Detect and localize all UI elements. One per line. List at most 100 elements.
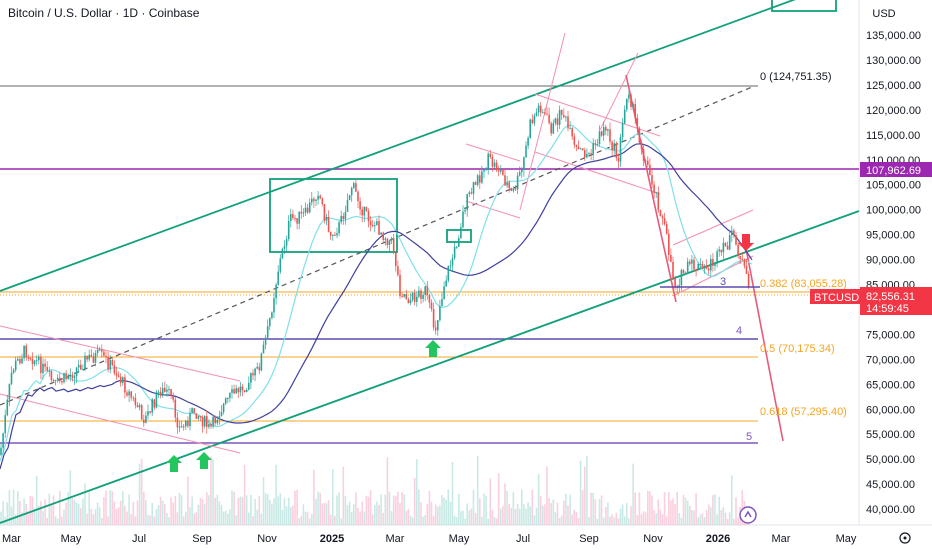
candle-body bbox=[508, 182, 510, 189]
volume-bar bbox=[346, 505, 349, 525]
volume-bar bbox=[201, 499, 204, 525]
replay-tool-icon[interactable] bbox=[739, 506, 757, 524]
candle-body bbox=[691, 259, 693, 264]
volume-bar bbox=[500, 508, 502, 525]
volume-bar bbox=[321, 503, 324, 525]
candle-body bbox=[71, 374, 74, 379]
candle-body bbox=[392, 238, 395, 253]
price-tick-label: 65,000.00 bbox=[866, 379, 915, 391]
volume-bar bbox=[329, 514, 332, 525]
volume-bar bbox=[117, 507, 120, 525]
candle-body bbox=[602, 127, 605, 136]
volume-bar bbox=[279, 493, 282, 525]
volume-bar bbox=[508, 503, 510, 525]
time-tick-label: May bbox=[836, 533, 857, 545]
volume-bar bbox=[290, 506, 292, 525]
volume-bar bbox=[285, 506, 288, 525]
volume-bar bbox=[466, 503, 468, 525]
volume-bar bbox=[623, 516, 626, 525]
candle-body bbox=[164, 387, 166, 392]
volume-bar bbox=[92, 514, 95, 525]
candle-body bbox=[411, 292, 414, 300]
volume-bar bbox=[199, 497, 202, 525]
volume-bar bbox=[716, 514, 718, 525]
volume-bar bbox=[453, 515, 456, 525]
volume-bar bbox=[703, 517, 706, 525]
volume-bar bbox=[54, 516, 57, 525]
current-price-badge: 82,556.31 14:59:45 bbox=[860, 287, 932, 315]
candle-body bbox=[571, 128, 573, 137]
time-axis[interactable]: Mar May Jul Sep Nov 2025 Mar May Jul Sep Nov 2026 Ma… bbox=[2, 533, 857, 545]
volume-bar bbox=[621, 504, 624, 525]
candle-body bbox=[565, 116, 567, 118]
candle-body bbox=[231, 389, 233, 393]
candle-body bbox=[707, 268, 710, 271]
candle-body bbox=[710, 258, 712, 271]
time-tick-label: Nov bbox=[643, 533, 663, 545]
volume-bar bbox=[611, 514, 613, 525]
candle-body bbox=[138, 405, 141, 408]
candle-body bbox=[413, 292, 416, 302]
volume-bar bbox=[617, 518, 620, 525]
volume-bar bbox=[506, 490, 508, 525]
volume-bar bbox=[636, 515, 639, 525]
candle-body bbox=[195, 413, 198, 419]
volume-bar bbox=[119, 500, 122, 525]
currency-button[interactable]: USD bbox=[872, 8, 896, 20]
volume-bar bbox=[651, 495, 653, 525]
volume-bar bbox=[369, 490, 372, 525]
volume-bar bbox=[80, 507, 82, 525]
candle-body bbox=[153, 399, 156, 408]
candle-body bbox=[380, 232, 382, 235]
candle-body bbox=[395, 252, 397, 267]
candle-body bbox=[292, 214, 294, 218]
volume-bar bbox=[50, 504, 53, 525]
green-up-arrow-icon bbox=[166, 455, 182, 472]
candle-body bbox=[187, 420, 189, 427]
price-tick-label: 95,000.00 bbox=[866, 230, 915, 242]
candle-body bbox=[155, 392, 158, 408]
time-tick-label: Nov bbox=[257, 533, 277, 545]
volume-bar bbox=[609, 516, 611, 525]
candle-body bbox=[733, 230, 735, 236]
volume-bar bbox=[735, 497, 737, 525]
candle-body bbox=[300, 211, 303, 214]
volume-bar bbox=[94, 509, 97, 525]
candle-body bbox=[701, 263, 704, 269]
candle-body bbox=[577, 146, 580, 150]
candle-body bbox=[306, 207, 309, 213]
candle-body bbox=[19, 359, 21, 364]
candle-body bbox=[296, 218, 298, 224]
volume-bar bbox=[689, 505, 691, 525]
volume-bar bbox=[598, 499, 601, 525]
candle-body bbox=[40, 356, 42, 374]
volume-bar bbox=[308, 518, 311, 525]
volume-bar bbox=[439, 505, 441, 525]
price-tick-label: 125,000.00 bbox=[866, 80, 921, 92]
time-settings-icon[interactable] bbox=[899, 532, 911, 544]
volume-bar bbox=[254, 498, 256, 525]
candle-body bbox=[243, 390, 246, 393]
candle-body bbox=[290, 214, 292, 221]
candle-body bbox=[705, 265, 708, 269]
volume-bar bbox=[737, 517, 739, 525]
candle-body bbox=[451, 258, 454, 266]
candle-body bbox=[159, 391, 162, 396]
candle-body bbox=[149, 411, 151, 413]
candle-body bbox=[61, 381, 63, 383]
volume-bar bbox=[75, 502, 78, 525]
time-tick-label: Jul bbox=[516, 533, 530, 545]
candle-body bbox=[397, 266, 399, 275]
candle-body bbox=[2, 433, 4, 448]
volume-bar bbox=[579, 460, 582, 525]
volume-bar bbox=[239, 496, 242, 525]
price-axis[interactable]: 135,000.00 130,000.00 125,000.00 120,000.00… bbox=[866, 30, 921, 516]
candle-body bbox=[105, 355, 107, 358]
volume-bar bbox=[605, 507, 607, 525]
candle-body bbox=[285, 239, 288, 246]
volume-bar bbox=[403, 494, 405, 525]
candle-body bbox=[447, 266, 450, 281]
candle-body bbox=[556, 118, 559, 125]
candle-body bbox=[573, 136, 576, 145]
